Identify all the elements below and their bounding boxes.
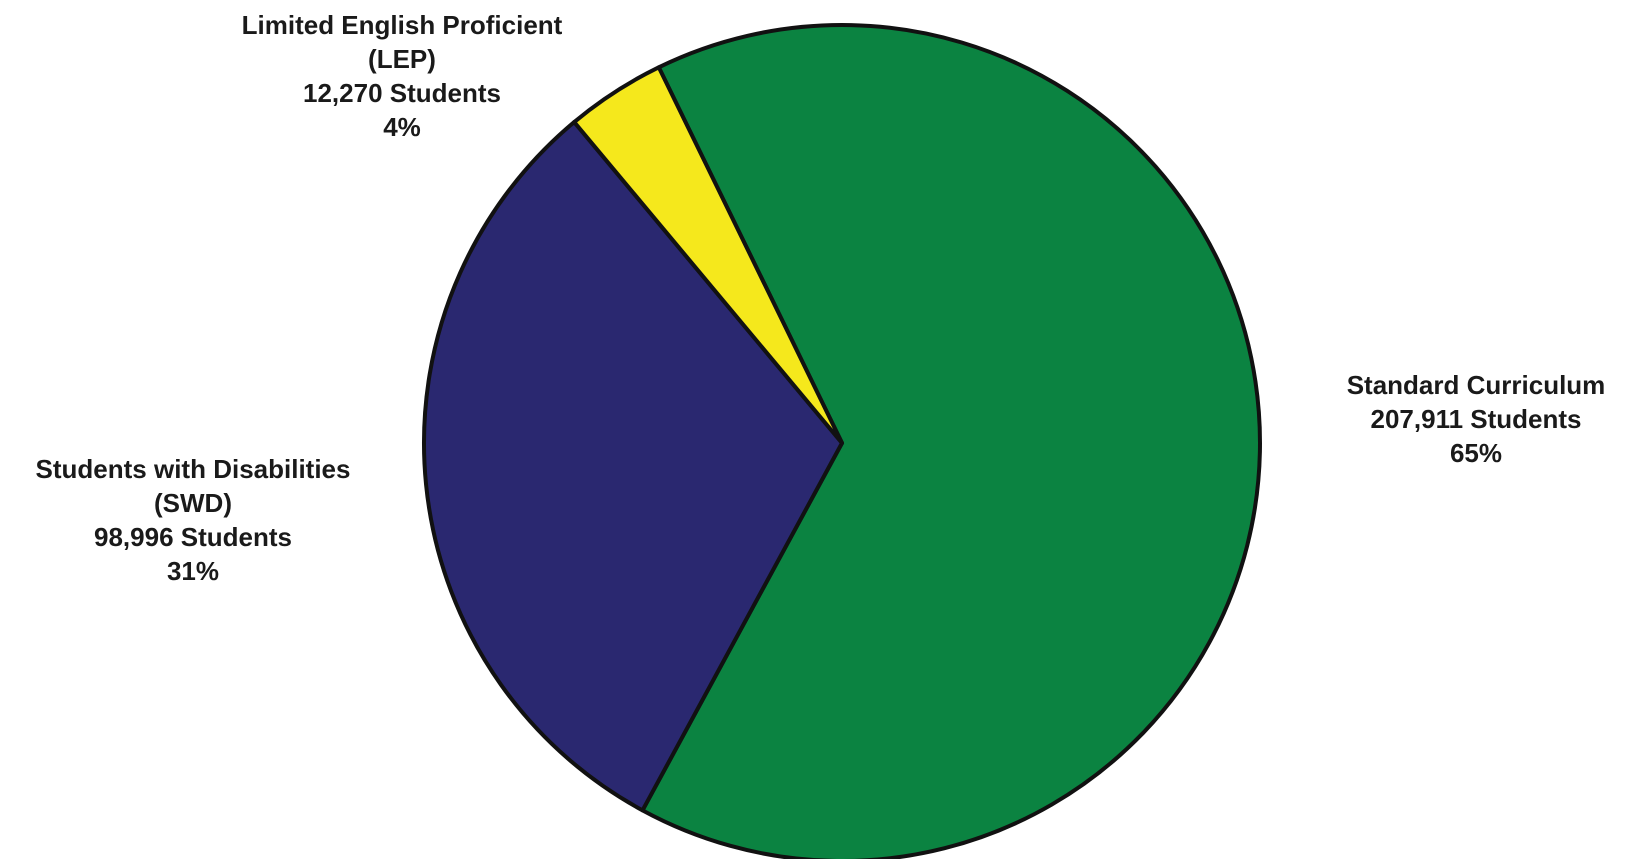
slice-student-count: 207,911 Students bbox=[1371, 404, 1582, 434]
pie-slice-lep bbox=[572, 65, 844, 445]
slice-label-standard-curriculum: Standard Curriculum 207,911 Students 65% bbox=[1347, 370, 1606, 468]
pie-slices bbox=[422, 23, 1262, 859]
slice-percent: 31% bbox=[167, 556, 219, 586]
slice-name-line-1: Limited English Proficient bbox=[242, 10, 563, 40]
slice-percent: 65% bbox=[1450, 438, 1502, 468]
slice-name-line-1: Students with Disabilities bbox=[36, 454, 351, 484]
slice-label-swd: Students with Disabilities (SWD) 98,996 St… bbox=[36, 454, 351, 586]
pie-slice-standard-curriculum bbox=[640, 23, 1262, 859]
slice-name-line-2: (SWD) bbox=[154, 488, 232, 518]
slice-name-line-2: (LEP) bbox=[368, 44, 436, 74]
slice-percent: 4% bbox=[383, 112, 421, 142]
slice-label-lep: Limited English Proficient (LEP) 12,270 St… bbox=[242, 10, 563, 142]
slice-student-count: 12,270 Students bbox=[303, 78, 501, 108]
slice-name-line-1: Standard Curriculum bbox=[1347, 370, 1606, 400]
slice-student-count: 98,996 Students bbox=[94, 522, 292, 552]
pie-slice-swd bbox=[422, 120, 844, 813]
